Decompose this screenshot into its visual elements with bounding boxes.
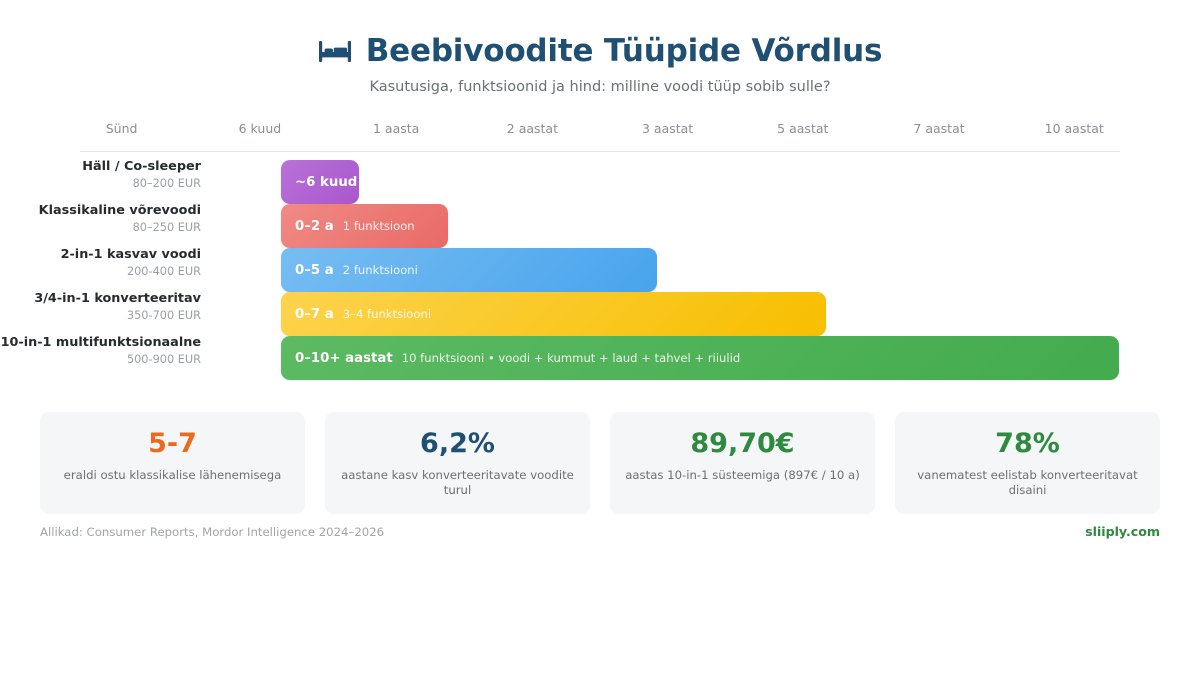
stat-card: 78% vanematest eelistab konverteeritavat … [895,412,1160,515]
bar-range-label: ~6 kuud [295,174,358,190]
stat-label: vanematest eelistab konverteeritavat dis… [917,467,1138,497]
stat-label: eraldi ostu klassikalise lähenemisega [63,467,282,482]
row-label: 2-in-1 kasvav voodi 200-400 EUR [0,247,201,278]
timeline-axis: Sünd 6 kuud 1 aasta 2 aastat 3 aastat 5 aasta… [80,121,1120,153]
chart-bar[interactable]: 0–5 a 2 funktsiooni [281,248,658,293]
stat-value: 5-7 [148,428,197,459]
bar-feature-label: 3–4 funktsiooni [342,307,432,322]
axis-tick: 3 aastat [641,121,694,137]
chart-row: Klassikaline võrevoodi 80–250 EUR 0–2 a 1 f… [39,203,1120,249]
page-title: Beebivoodite Tüüpide Võrdlus [365,33,883,69]
row-label: Häll / Co-sleeper 80–200 EUR [0,159,201,190]
bar-feature-label: 10 funktsiooni • voodi + kummut + laud +… [401,351,741,366]
chart-row: Häll / Co-sleeper 80–200 EUR ~6 kuud [80,159,1120,205]
stat-cards: 5-7 eraldi ostu klassikalise lähenemisega… [40,412,1160,515]
chart-row: 10-in-1 multifunktsionaalne 500-900 EUR 0–… [1,335,1120,381]
row-label: 3/4-in-1 konverteeritav 350-700 EUR [0,291,201,322]
row-name: 3/4-in-1 konverteeritav [34,291,201,307]
bar-range-label: 0–2 a [295,218,334,234]
axis-tick: 6 kuud [238,121,282,137]
row-name: 10-in-1 multifunktsionaalne [0,335,201,351]
axis-tick: Sünd [105,121,138,137]
title-row: Beebivoodite Tüüpide Võrdlus [0,34,1200,68]
row-price: 500-900 EUR [126,352,201,366]
bar-range-label: 0–7 a [295,306,334,322]
row-price: 200-400 EUR [126,264,201,278]
row-name: 2-in-1 kasvav voodi [60,247,201,263]
row-name: Klassikaline võrevoodi [38,203,201,219]
chart-bar[interactable]: 0–10+ aastat 10 funktsiooni • voodi + kum… [281,336,1120,381]
footer-sources: Allikad: Consumer Reports, Mordor Intell… [40,524,385,539]
header: Beebivoodite Tüüpide Võrdlus Kasutusiga,… [0,0,1200,95]
row-price: 80–250 EUR [132,220,201,234]
chart-row: 3/4-in-1 konverteeritav 350-700 EUR 0–7 a 3… [34,291,1120,337]
stat-card: 5-7 eraldi ostu klassikalise lähenemisega [40,412,305,515]
axis-tick: 5 aastat [777,121,829,137]
bed-icon [318,41,351,63]
stat-value: 78% [995,428,1060,459]
page-subtitle: Kasutusiga, funktsioonid ja hind: millin… [369,79,831,96]
axis-tick: 10 aastat [1044,121,1104,137]
comparison-chart: Häll / Co-sleeper 80–200 EUR ~6 kuud Klassi… [1,152,1120,381]
axis-tick: 1 aasta [372,121,420,137]
chart-row: 2-in-1 kasvav voodi 200-400 EUR 0–5 a 2 fun… [61,247,1120,293]
axis-tick: 2 aastat [506,121,559,137]
row-price: 80–200 EUR [132,176,201,190]
footer: Allikad: Consumer Reports, Mordor Intell… [40,524,1160,539]
stat-label: aastas 10-in-1 süsteemiga (897€ / 10 a) [625,467,860,482]
row-name: Häll / Co-sleeper [82,159,201,175]
bar-range-label: 0–5 a [295,262,334,278]
row-price: 350-700 EUR [126,308,201,322]
bar-range-label: 0–10+ aastat [295,350,393,366]
stat-card: 6,2% aastane kasv konverteeritavate voodi… [325,412,590,515]
chart-bar[interactable]: 0–7 a 3–4 funktsiooni [281,292,826,337]
stat-label: aastane kasv konverteeritavate voodite t… [341,467,574,497]
chart-bar[interactable]: ~6 kuud [281,160,359,205]
stat-value: 6,2% [420,428,495,459]
footer-brand[interactable]: sliiply.com [1085,524,1160,539]
bar-feature-label: 1 funktsioon [342,219,415,234]
row-label: 10-in-1 multifunktsionaalne 500-900 EUR [0,335,201,366]
stat-value: 89,70€ [690,428,795,459]
chart-bar[interactable]: 0–2 a 1 funktsioon [281,204,449,249]
stat-card: 89,70€ aastas 10-in-1 süsteemiga (897€ / … [610,412,875,515]
axis-tick: 7 aastat [913,121,965,137]
bar-feature-label: 2 funktsiooni [342,263,418,278]
row-label: Klassikaline võrevoodi 80–250 EUR [0,203,201,234]
